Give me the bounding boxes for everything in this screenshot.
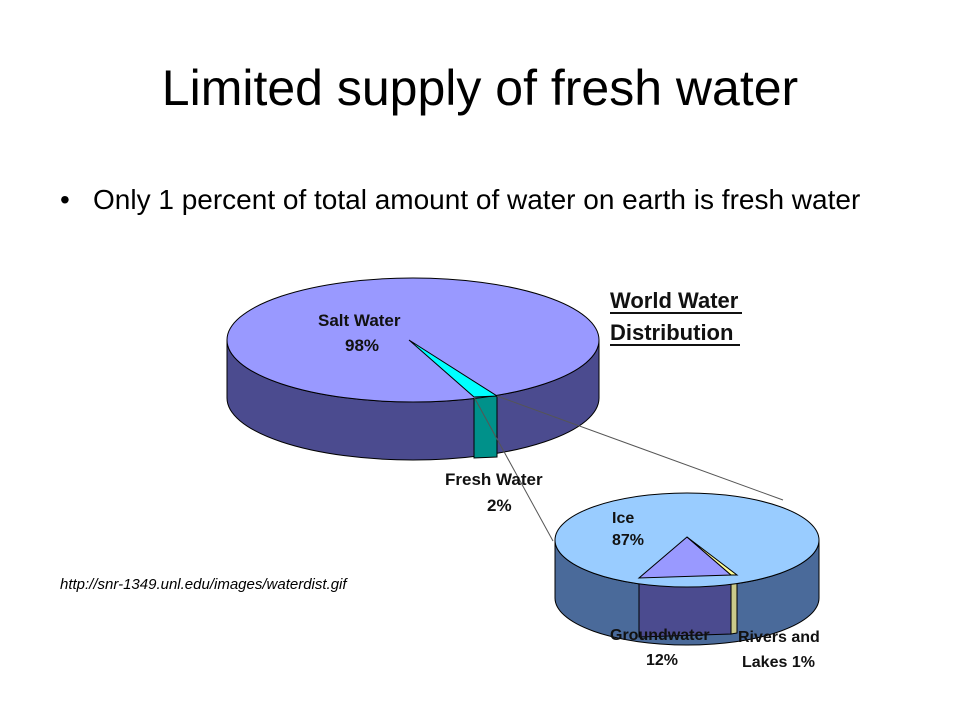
salt-water-slice: [226, 277, 600, 403]
rivers-lakes-label-line-2: Lakes 1%: [742, 654, 815, 671]
source-link[interactable]: http://snr-1349.unl.edu/images/waterdist…: [60, 576, 347, 593]
rivers-lakes-label-line-1: Rivers and: [738, 629, 820, 646]
connector-line-right: [496, 395, 784, 501]
rivers-lakes-slice: [686, 536, 739, 576]
ice-value: 87%: [612, 532, 644, 549]
salt-water-label: Salt Water: [318, 311, 401, 330]
groundwater-label: Groundwater: [610, 627, 710, 644]
chart-title-line-2: Distribution: [610, 320, 733, 345]
connector-line-left: [473, 396, 554, 542]
groundwater-value: 12%: [646, 652, 678, 669]
chart-title-line-1: World Water: [610, 288, 739, 313]
fresh-water-slice: [408, 339, 499, 398]
salt-water-value: 98%: [345, 336, 379, 355]
slide-title: Limited supply of fresh water: [161, 60, 799, 116]
bullet-text: Only 1 percent of total amount of water …: [93, 184, 861, 215]
ice-label: Ice: [612, 510, 634, 527]
bullet-dot: •: [60, 184, 70, 215]
fresh-water-side: [473, 395, 498, 459]
fresh-water-value: 2%: [487, 496, 512, 515]
fresh-water-label: Fresh Water: [445, 470, 543, 489]
